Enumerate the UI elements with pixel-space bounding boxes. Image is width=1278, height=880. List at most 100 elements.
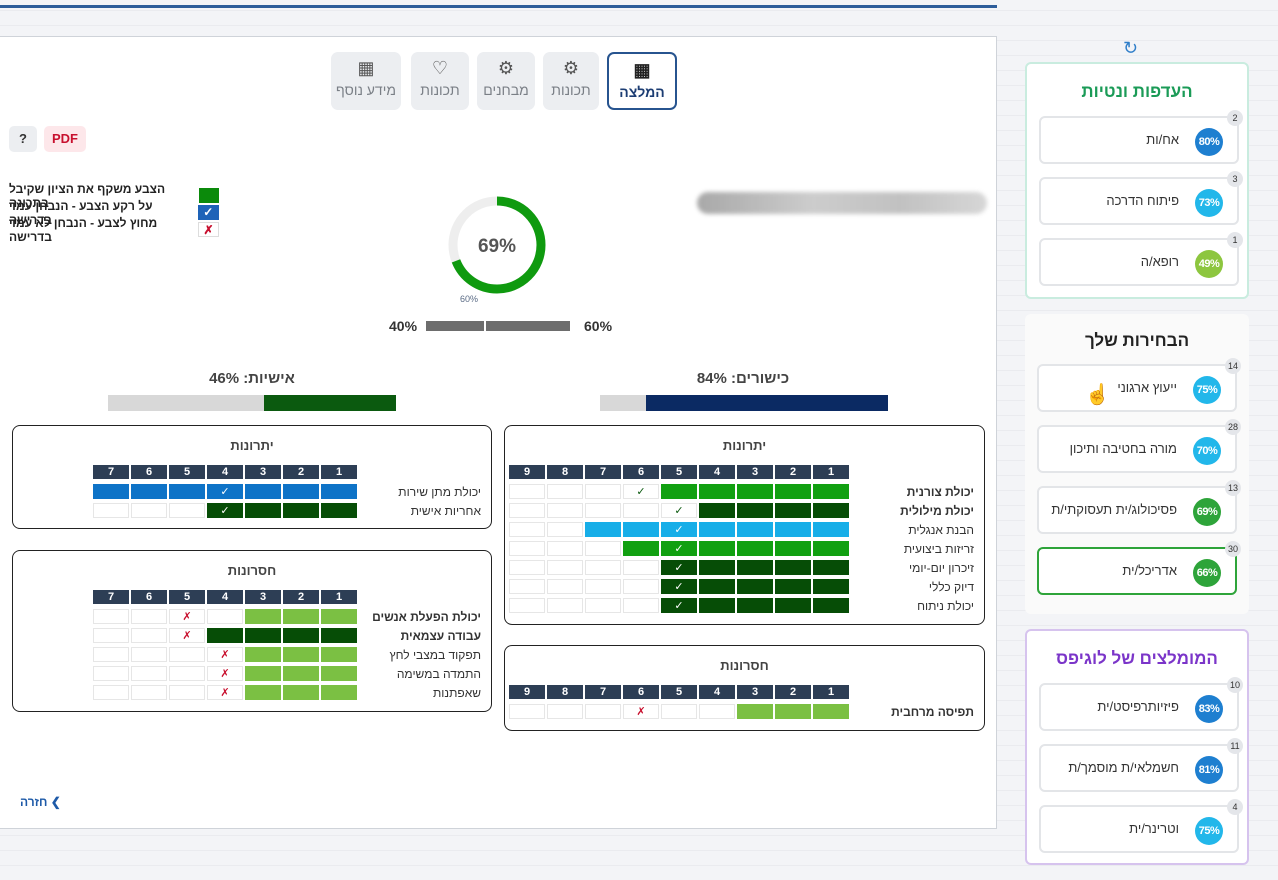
grid-cell bbox=[321, 503, 357, 518]
grid-col-header: 4 bbox=[207, 465, 243, 479]
grid-row: ✓ bbox=[509, 484, 849, 499]
grid-cell bbox=[207, 609, 243, 624]
chevron-left-icon: ❮ bbox=[50, 795, 61, 809]
grid-row: ✓ bbox=[93, 503, 357, 518]
split-bar-left bbox=[426, 321, 484, 331]
grid-cell bbox=[321, 647, 357, 662]
grid-col-header: 2 bbox=[283, 590, 319, 604]
grid-row-label: זריזות ביצועית bbox=[903, 542, 974, 556]
threshold-label: 60% bbox=[460, 294, 478, 304]
grid-cell bbox=[775, 503, 811, 518]
occupation-label: חשמלאי/ת מוסמך/ת bbox=[1068, 760, 1179, 775]
grid-cell bbox=[623, 541, 659, 556]
grid-col-header: 1 bbox=[813, 465, 849, 479]
grid-cell: ✗ bbox=[207, 647, 243, 662]
occupation-item[interactable]: אח/ות 80% 2 bbox=[1039, 110, 1243, 164]
grid-cell: ✗ bbox=[169, 609, 205, 624]
grid-row: ✗ bbox=[93, 647, 357, 662]
occupation-item[interactable]: פיתוח הדרכה 73% 3 bbox=[1039, 171, 1243, 225]
grid-cell bbox=[131, 609, 167, 624]
grid-row-label: יכולת מילולית bbox=[900, 504, 974, 518]
tab-recommendation[interactable]: ▦ המלצה bbox=[607, 52, 677, 110]
occupation-item[interactable]: פיזיותרפיסט/ית 83% 10 bbox=[1039, 677, 1243, 731]
grid-cell bbox=[813, 579, 849, 594]
grid-cell bbox=[775, 484, 811, 499]
occupation-item[interactable]: אדריכל/ית 66% 30 bbox=[1037, 541, 1241, 595]
grid-cell bbox=[321, 609, 357, 624]
grid-cell bbox=[509, 579, 545, 594]
grid-row: ✓ bbox=[509, 560, 849, 575]
split-bar-right bbox=[486, 321, 570, 331]
match-percent-badge: 69% bbox=[1193, 498, 1221, 526]
count-badge: 2 bbox=[1227, 110, 1243, 126]
occupation-item[interactable]: מורה בחטיבה ותיכון 70% 28 bbox=[1037, 419, 1241, 473]
grid-col-header: 3 bbox=[245, 590, 281, 604]
grid-col-header: 9 bbox=[509, 685, 545, 699]
grid-cell bbox=[509, 503, 545, 518]
occupation-item[interactable]: וטרינר/ית 75% 4 bbox=[1039, 799, 1243, 853]
match-percent-badge: 70% bbox=[1193, 437, 1221, 465]
grid-cell: ✓ bbox=[623, 484, 659, 499]
grid-col-header: 8 bbox=[547, 465, 583, 479]
legend: הצבע משקף את הציון שקיבל בתכונה על רקע ה… bbox=[9, 182, 219, 244]
grid-cell: ✓ bbox=[661, 541, 697, 556]
grid-cell bbox=[699, 579, 735, 594]
match-percent-badge: 75% bbox=[1195, 817, 1223, 845]
grid-cell bbox=[623, 503, 659, 518]
grid-row: ✗ bbox=[509, 704, 849, 719]
occupation-label: אדריכל/ית bbox=[1122, 563, 1177, 578]
grid-col-header: 2 bbox=[775, 465, 811, 479]
refresh-icon[interactable]: ↻ bbox=[1123, 38, 1139, 58]
occupation-item[interactable]: חשמלאי/ת מוסמך/ת 81% 11 bbox=[1039, 738, 1243, 792]
occupation-label: מורה בחטיבה ותיכון bbox=[1069, 441, 1177, 456]
occupation-label: פסיכולוג/ית תעסוקתי/ת bbox=[1051, 502, 1177, 517]
grid-cell bbox=[775, 522, 811, 537]
occupation-item[interactable]: ייעוץ ארגוני 75% 14 bbox=[1037, 358, 1241, 412]
grid-cell bbox=[737, 541, 773, 556]
grid-col-header: 5 bbox=[169, 465, 205, 479]
tab-traits[interactable]: ⚙ תכונות bbox=[543, 52, 599, 110]
count-badge: 11 bbox=[1227, 738, 1243, 754]
grid-cell bbox=[775, 560, 811, 575]
tab-more-info[interactable]: ▦ מידע נוסף bbox=[331, 52, 401, 110]
personal-strengths-card: יתרונות 1 2 3 4 5 6 7 ✓ יכולת מתן שירות ✓ אחריות א… bbox=[12, 425, 492, 529]
match-percent-badge: 83% bbox=[1195, 695, 1223, 723]
grid-cell bbox=[585, 522, 621, 537]
grid-col-header: 8 bbox=[547, 685, 583, 699]
help-button[interactable]: ? bbox=[9, 126, 37, 152]
candidate-name-redacted bbox=[697, 192, 987, 214]
grid-cell bbox=[131, 666, 167, 681]
grid-cell: ✗ bbox=[169, 628, 205, 643]
score-donut: 69% 60% bbox=[442, 194, 552, 309]
grid-cell bbox=[547, 560, 583, 575]
grid-cell bbox=[737, 560, 773, 575]
count-badge: 28 bbox=[1225, 419, 1241, 435]
pdf-button[interactable]: PDF bbox=[44, 126, 86, 152]
grid-cell bbox=[131, 503, 167, 518]
grid-row-label: הבנת אנגלית bbox=[908, 523, 974, 537]
grid-col-header: 5 bbox=[661, 465, 697, 479]
occupation-label: פיתוח הדרכה bbox=[1106, 193, 1179, 208]
match-percent-badge: 66% bbox=[1193, 559, 1221, 587]
occupation-item[interactable]: רופא/ה 49% 1 bbox=[1039, 232, 1243, 286]
grid-cell bbox=[169, 647, 205, 662]
tab-tests[interactable]: ⚙ מבחנים bbox=[477, 52, 535, 110]
grid-cell bbox=[661, 484, 697, 499]
tab-traits-heart[interactable]: ♡ תכונות bbox=[411, 52, 469, 110]
grid-row-label: יכולת ניתוח bbox=[917, 599, 974, 613]
abilities-bar bbox=[600, 395, 888, 411]
grid-col-header: 6 bbox=[623, 465, 659, 479]
grid-cell bbox=[585, 598, 621, 613]
count-badge: 13 bbox=[1225, 480, 1241, 496]
score-value: 69% bbox=[478, 236, 516, 257]
occupation-item[interactable]: פסיכולוג/ית תעסוקתי/ת 69% 13 bbox=[1037, 480, 1241, 534]
grid-col-header: 3 bbox=[737, 685, 773, 699]
grid-col-header: 3 bbox=[245, 465, 281, 479]
grid-row-label: תפיסה מרחבית bbox=[891, 705, 974, 719]
back-link[interactable]: חזרה ❮ bbox=[20, 795, 61, 809]
grid-cell bbox=[169, 484, 205, 499]
grid-cell bbox=[245, 685, 281, 700]
